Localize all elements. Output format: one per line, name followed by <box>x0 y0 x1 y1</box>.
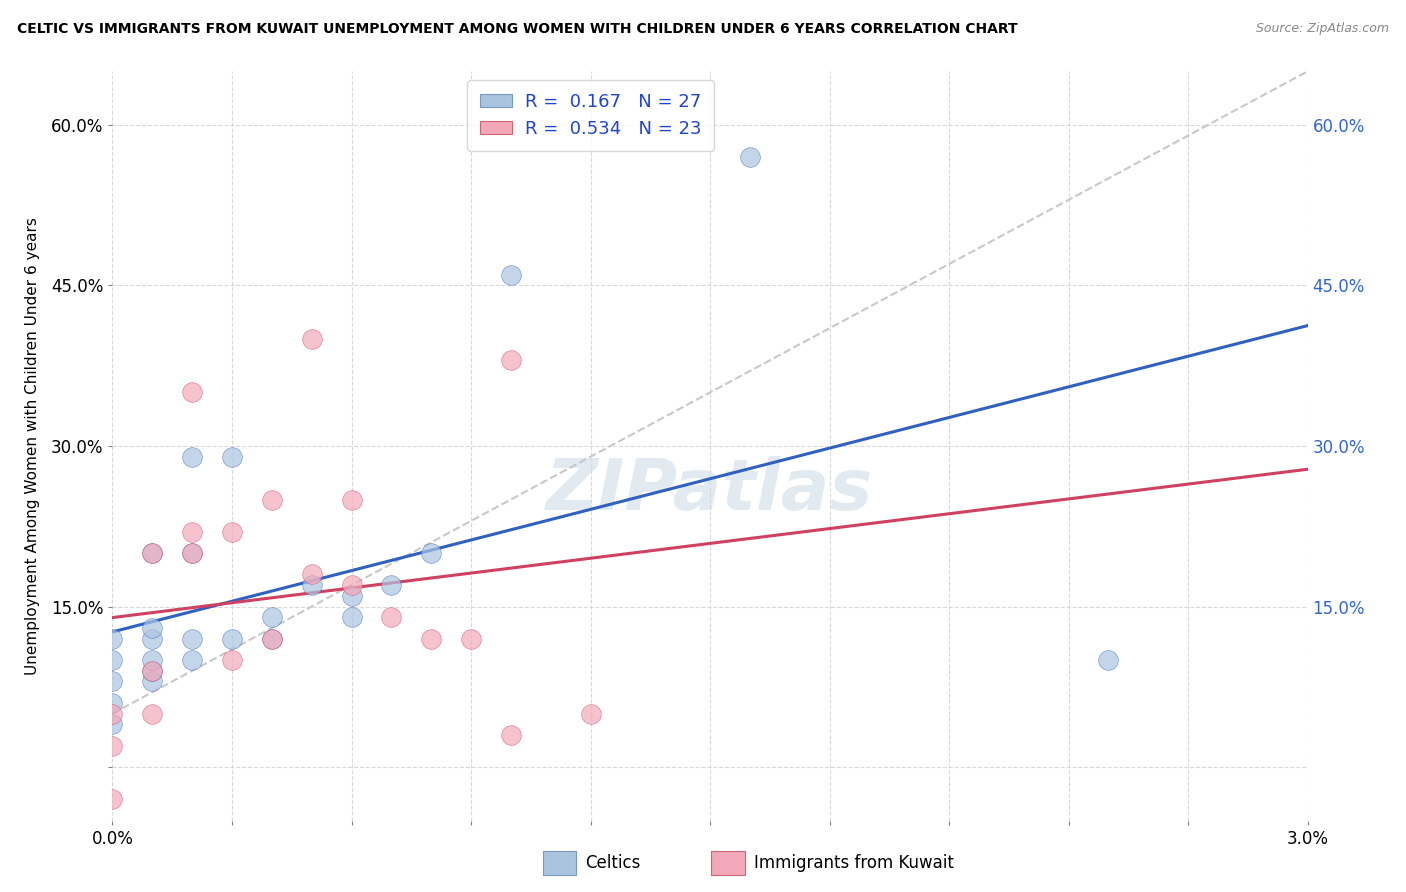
Point <box>141 621 163 635</box>
Point <box>101 696 124 710</box>
Point <box>101 653 124 667</box>
Text: Celtics: Celtics <box>585 854 640 872</box>
Point <box>301 567 323 582</box>
Point <box>181 632 204 646</box>
Point <box>141 546 163 560</box>
Text: CELTIC VS IMMIGRANTS FROM KUWAIT UNEMPLOYMENT AMONG WOMEN WITH CHILDREN UNDER 6 : CELTIC VS IMMIGRANTS FROM KUWAIT UNEMPLO… <box>17 22 1018 37</box>
Text: ZIPatlas: ZIPatlas <box>547 457 873 525</box>
Point <box>579 706 602 721</box>
Point <box>340 610 363 624</box>
Point <box>1097 653 1119 667</box>
FancyBboxPatch shape <box>543 851 576 875</box>
Point <box>141 664 163 678</box>
Text: Immigrants from Kuwait: Immigrants from Kuwait <box>754 854 953 872</box>
Point <box>301 332 323 346</box>
Point <box>141 674 163 689</box>
Point <box>141 632 163 646</box>
Point <box>101 674 124 689</box>
Point <box>221 653 243 667</box>
Point <box>260 610 283 624</box>
Point <box>221 632 243 646</box>
Point <box>260 492 283 507</box>
Text: Source: ZipAtlas.com: Source: ZipAtlas.com <box>1256 22 1389 36</box>
Point <box>499 728 522 742</box>
Point <box>221 450 243 464</box>
Point <box>221 524 243 539</box>
Point <box>181 524 204 539</box>
Point <box>141 664 163 678</box>
Point <box>181 450 204 464</box>
Point <box>460 632 482 646</box>
Point <box>141 546 163 560</box>
Point <box>260 632 283 646</box>
Point <box>141 653 163 667</box>
Point <box>738 150 761 164</box>
Point <box>420 632 443 646</box>
Point <box>181 385 204 400</box>
Point <box>260 632 283 646</box>
Point <box>499 353 522 368</box>
Point <box>340 589 363 603</box>
Point <box>301 578 323 592</box>
Point <box>141 706 163 721</box>
Point <box>380 610 402 624</box>
Point <box>499 268 522 282</box>
Point <box>340 492 363 507</box>
Legend: R =  0.167   N = 27, R =  0.534   N = 23: R = 0.167 N = 27, R = 0.534 N = 23 <box>467 80 714 151</box>
Point <box>101 792 124 806</box>
Point <box>181 546 204 560</box>
Point <box>101 739 124 753</box>
Point <box>380 578 402 592</box>
Point <box>181 653 204 667</box>
Point <box>340 578 363 592</box>
FancyBboxPatch shape <box>711 851 745 875</box>
Point <box>101 717 124 731</box>
Point <box>101 706 124 721</box>
Y-axis label: Unemployment Among Women with Children Under 6 years: Unemployment Among Women with Children U… <box>25 217 39 675</box>
Point <box>101 632 124 646</box>
Point <box>181 546 204 560</box>
Point <box>420 546 443 560</box>
